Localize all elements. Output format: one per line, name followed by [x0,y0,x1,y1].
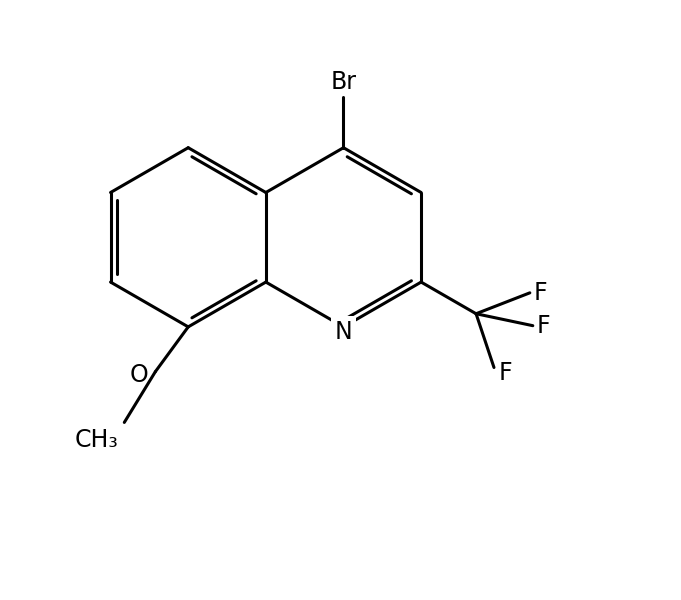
Text: F: F [498,361,512,385]
Text: F: F [534,281,548,305]
Text: Br: Br [330,70,356,94]
Text: O: O [129,362,148,386]
Text: N: N [334,320,352,344]
Text: F: F [537,314,551,338]
Text: CH₃: CH₃ [74,428,118,452]
